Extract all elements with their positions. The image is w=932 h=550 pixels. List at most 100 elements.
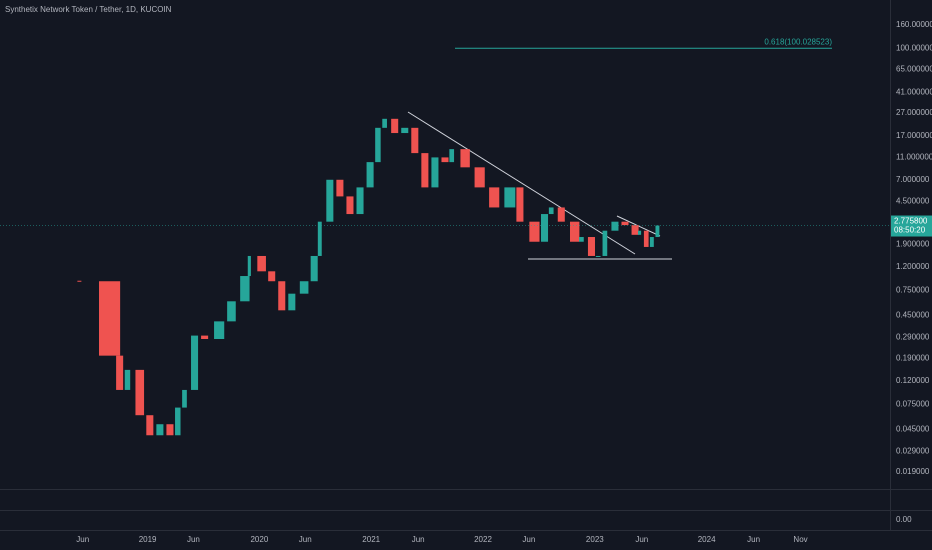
candle	[611, 221, 619, 231]
candle	[326, 179, 334, 222]
y-tick-label: 7.000000	[896, 175, 930, 184]
candle	[411, 127, 419, 154]
candle	[356, 187, 364, 215]
candle	[595, 255, 601, 257]
y-tick-label: 41.000000	[896, 87, 932, 96]
candle	[570, 221, 580, 242]
candle	[166, 424, 174, 436]
x-tick-label: Jun	[187, 535, 200, 544]
candle	[156, 424, 164, 436]
x-tick-label: Jun	[747, 535, 760, 544]
candle	[631, 225, 639, 235]
x-tick-label: Jun	[299, 535, 312, 544]
candle	[346, 196, 354, 215]
x-tick-label: Jun	[522, 535, 535, 544]
candle	[489, 187, 500, 208]
chart-title: Synthetix Network Token / Tether, 1D, KU…	[5, 5, 172, 14]
candle	[182, 389, 187, 408]
candle	[247, 255, 251, 277]
candle	[336, 179, 344, 197]
candle	[77, 280, 82, 282]
trend-line	[407, 111, 636, 255]
candle	[540, 214, 549, 242]
y-tick-label: 0.019000	[896, 467, 930, 476]
candle	[637, 230, 642, 235]
candle	[382, 118, 387, 128]
y-tick-label: 160.000000	[896, 20, 932, 29]
x-tick-label: 2023	[586, 535, 604, 544]
y-tick-label: 0.290000	[896, 332, 930, 341]
candle	[317, 221, 322, 256]
candle	[579, 237, 584, 242]
x-tick-label: Jun	[635, 535, 648, 544]
y-tick-label: 4.500000	[896, 197, 930, 206]
candle	[643, 230, 649, 247]
y-tick-label: 65.000000	[896, 65, 932, 74]
candle	[124, 369, 131, 390]
y-tick-label: 0.075000	[896, 399, 930, 408]
y-tick-label: 11.000000	[896, 153, 932, 162]
y-tick-label: 0.190000	[896, 353, 930, 362]
candle	[227, 301, 236, 322]
candle	[375, 127, 381, 163]
candle	[602, 230, 608, 256]
candle	[299, 281, 309, 294]
x-tick-label: 2021	[362, 535, 380, 544]
candle	[240, 276, 250, 302]
y-tick-label: 27.000000	[896, 108, 932, 117]
candle	[135, 369, 145, 416]
candle	[557, 207, 565, 222]
y-tick-label: 0.450000	[896, 311, 930, 320]
x-tick-label: 2020	[250, 535, 268, 544]
candle	[655, 225, 660, 238]
candle	[175, 407, 181, 436]
y-tick-label: 0.750000	[896, 285, 930, 294]
x-tick-label: 2022	[474, 535, 492, 544]
fib-label: 0.618(100.028523)	[764, 37, 832, 46]
candle	[548, 207, 554, 215]
y-tick-label: 1.900000	[896, 239, 930, 248]
candle	[99, 281, 121, 356]
countdown-label: 08:50:20	[894, 226, 926, 235]
candle	[116, 355, 124, 390]
x-tick-label: Jun	[412, 535, 425, 544]
x-tick-label: 2024	[698, 535, 716, 544]
x-tick-label: 2019	[139, 535, 157, 544]
candle	[310, 255, 318, 282]
y-tick-label: 0.120000	[896, 376, 930, 385]
candle	[587, 237, 595, 256]
candle	[146, 415, 154, 436]
y-tick-label: 1.200000	[896, 262, 930, 271]
y-tick-label: 17.000000	[896, 131, 932, 140]
candle	[460, 149, 470, 168]
candle	[257, 255, 266, 272]
candle	[441, 157, 449, 163]
last-price-label: 2.775800	[894, 217, 928, 226]
candle	[201, 335, 209, 340]
candle	[516, 187, 524, 222]
candle	[529, 221, 540, 242]
candle	[449, 149, 455, 163]
candle	[268, 271, 276, 282]
candle	[191, 335, 199, 390]
candle	[366, 162, 374, 188]
candle	[401, 127, 409, 134]
candle	[421, 153, 429, 188]
candle	[621, 221, 629, 226]
lower-pane-tick: 0.00	[896, 515, 912, 524]
candle	[431, 157, 439, 188]
candle	[391, 118, 399, 134]
x-tick-label: Nov	[793, 535, 807, 544]
candle	[474, 167, 485, 188]
last-price-box	[891, 215, 932, 237]
x-tick-label: Jun	[76, 535, 89, 544]
y-tick-label: 100.000000	[896, 43, 932, 52]
y-tick-label: 0.045000	[896, 425, 930, 434]
candle	[278, 281, 286, 311]
y-tick-label: 0.029000	[896, 446, 930, 455]
candle	[288, 293, 296, 311]
candle	[504, 187, 516, 208]
